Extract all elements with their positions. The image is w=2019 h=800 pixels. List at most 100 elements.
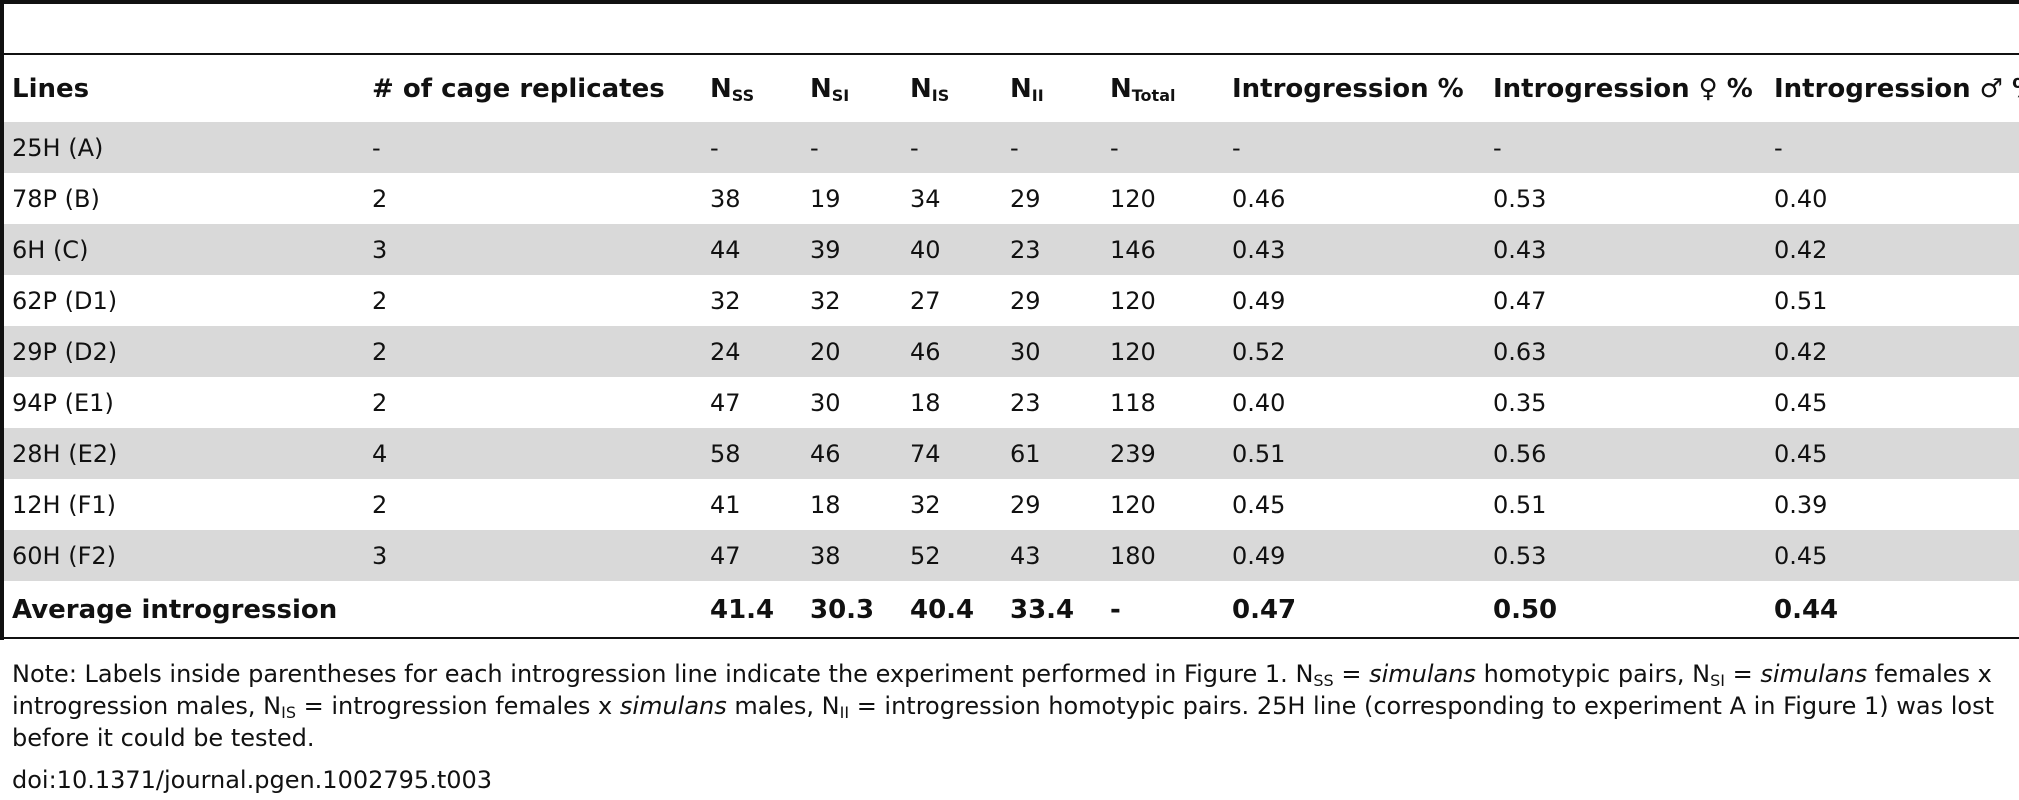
- cell-line: 6H (C): [4, 224, 364, 275]
- cell-ntotal: 120: [1110, 184, 1156, 213]
- table-bottom-rule: [4, 637, 2019, 639]
- doi-text: doi:10.1371/journal.pgen.1002795.t003: [12, 766, 493, 794]
- cell-nsi: 30: [810, 388, 841, 417]
- cell-nsi: -: [802, 122, 902, 173]
- note-text: Note: Labels inside parentheses for each…: [12, 660, 1995, 752]
- cell-replicates: 2: [372, 286, 388, 315]
- cell-ntotal: 120: [1110, 490, 1156, 519]
- cell-nis: 46: [902, 326, 1002, 377]
- table-row: 94P (E1) 2 47 30 18 23 118 0.40 0.35 0.45: [4, 377, 2019, 428]
- cell-nss: 44: [702, 224, 802, 275]
- cell-nss: 32: [710, 286, 741, 315]
- cell-replicates: 2: [372, 184, 388, 213]
- average-nis: 40.4: [910, 594, 975, 625]
- cell-nis: 32: [910, 490, 941, 519]
- cell-introgression-female: 0.35: [1493, 388, 1547, 417]
- cell-nis: -: [902, 122, 1002, 173]
- cell-line: 29P (D2): [4, 326, 364, 377]
- cell-ntotal: 239: [1102, 428, 1224, 479]
- average-introgression: 0.47: [1232, 594, 1297, 625]
- cell-nsi: 32: [810, 286, 841, 315]
- cell-line: 62P (D1): [12, 286, 118, 315]
- cell-nii: 23: [1002, 224, 1102, 275]
- cell-ntotal: 180: [1102, 530, 1224, 581]
- top-border: [0, 0, 2019, 4]
- cell-nss: 41: [710, 490, 741, 519]
- col-header-introgression-female: Introgression ♀ %: [1493, 73, 1753, 104]
- col-header-replicates: # of cage replicates: [372, 73, 665, 104]
- cell-introgression-female: 0.47: [1493, 286, 1547, 315]
- cell-introgression-female: 0.63: [1485, 326, 1766, 377]
- table-note: Note: Labels inside parentheses for each…: [12, 658, 2012, 754]
- cell-introgression: 0.43: [1224, 224, 1485, 275]
- cell-replicates: 4: [364, 428, 702, 479]
- col-header-lines: Lines: [12, 73, 90, 104]
- cell-introgression-female: 0.56: [1485, 428, 1766, 479]
- cell-nss: 58: [702, 428, 802, 479]
- cell-line: 28H (E2): [4, 428, 364, 479]
- cell-replicates: -: [364, 122, 702, 173]
- cell-ntotal: 118: [1110, 388, 1156, 417]
- cell-introgression-female: 0.53: [1493, 184, 1547, 213]
- table-row: 60H (F2) 3 47 38 52 43 180 0.49 0.53 0.45: [4, 530, 2019, 581]
- cell-nis: 52: [902, 530, 1002, 581]
- cell-nsi: 20: [802, 326, 902, 377]
- average-ntotal: -: [1110, 594, 1121, 625]
- col-header-nis: NIS: [910, 73, 950, 105]
- cell-nsi: 18: [810, 490, 841, 519]
- cell-nsi: 19: [810, 184, 841, 213]
- cell-nis: 40: [902, 224, 1002, 275]
- average-nsi: 30.3: [810, 594, 875, 625]
- cell-nii: 23: [1010, 388, 1041, 417]
- cell-nis: 74: [902, 428, 1002, 479]
- cell-line: 60H (F2): [4, 530, 364, 581]
- average-replicates: [364, 581, 702, 638]
- cell-introgression-female: 0.51: [1493, 490, 1547, 519]
- cell-introgression-male: 0.45: [1774, 388, 1828, 417]
- cell-nii: -: [1002, 122, 1102, 173]
- cell-replicates: 2: [364, 326, 702, 377]
- cell-introgression-male: 0.51: [1774, 286, 1828, 315]
- table-row: 62P (D1) 2 32 32 27 29 120 0.49 0.47 0.51: [4, 275, 2019, 326]
- col-header-introgression-male: Introgression ♂ %: [1774, 73, 2019, 104]
- cell-nss: 47: [702, 530, 802, 581]
- cell-replicates: 3: [364, 530, 702, 581]
- average-introgression-female: 0.50: [1493, 594, 1558, 625]
- cell-nss: 47: [710, 388, 741, 417]
- table-row: 28H (E2) 4 58 46 74 61 239 0.51 0.56 0.45: [4, 428, 2019, 479]
- cell-nis: 27: [910, 286, 941, 315]
- cell-introgression: 0.49: [1224, 530, 1485, 581]
- cell-nii: 29: [1010, 184, 1041, 213]
- cell-introgression: 0.46: [1232, 184, 1286, 213]
- cell-introgression-male: 0.45: [1766, 530, 2019, 581]
- table-row: 12H (F1) 2 41 18 32 29 120 0.45 0.51 0.39: [4, 479, 2019, 530]
- cell-introgression: 0.52: [1224, 326, 1485, 377]
- cell-line: 12H (F1): [12, 490, 117, 519]
- table-row: 78P (B) 2 38 19 34 29 120 0.46 0.53 0.40: [4, 173, 2019, 224]
- col-header-nss: NSS: [710, 73, 755, 105]
- cell-nsi: 38: [802, 530, 902, 581]
- average-nii: 33.4: [1010, 594, 1075, 625]
- left-border: [0, 0, 4, 640]
- col-header-nsi: NSI: [810, 73, 850, 105]
- cell-introgression: 0.49: [1232, 286, 1286, 315]
- average-label: Average introgression: [12, 594, 338, 625]
- cell-nii: 61: [1002, 428, 1102, 479]
- table-row: 29P (D2) 2 24 20 46 30 120 0.52 0.63 0.42: [4, 326, 2019, 377]
- cell-line: 78P (B): [12, 184, 100, 213]
- cell-nii: 29: [1010, 490, 1041, 519]
- cell-introgression-male: 0.42: [1766, 326, 2019, 377]
- cell-nss: -: [702, 122, 802, 173]
- col-header-ntotal: NTotal: [1110, 73, 1176, 105]
- table-row: 25H (A) - - - - - - - - -: [4, 122, 2019, 173]
- average-row: Average introgression 41.4 30.3 40.4 33.…: [4, 581, 2019, 638]
- cell-replicates: 2: [372, 490, 388, 519]
- cell-nsi: 46: [802, 428, 902, 479]
- cell-introgression-male: 0.45: [1766, 428, 2019, 479]
- cell-ntotal: 120: [1110, 286, 1156, 315]
- cell-introgression-female: 0.53: [1485, 530, 1766, 581]
- cell-ntotal: 120: [1102, 326, 1224, 377]
- average-introgression-male: 0.44: [1774, 594, 1839, 625]
- cell-nii: 43: [1002, 530, 1102, 581]
- introgression-table: Lines # of cage replicates NSS NSI NIS N…: [4, 55, 2019, 638]
